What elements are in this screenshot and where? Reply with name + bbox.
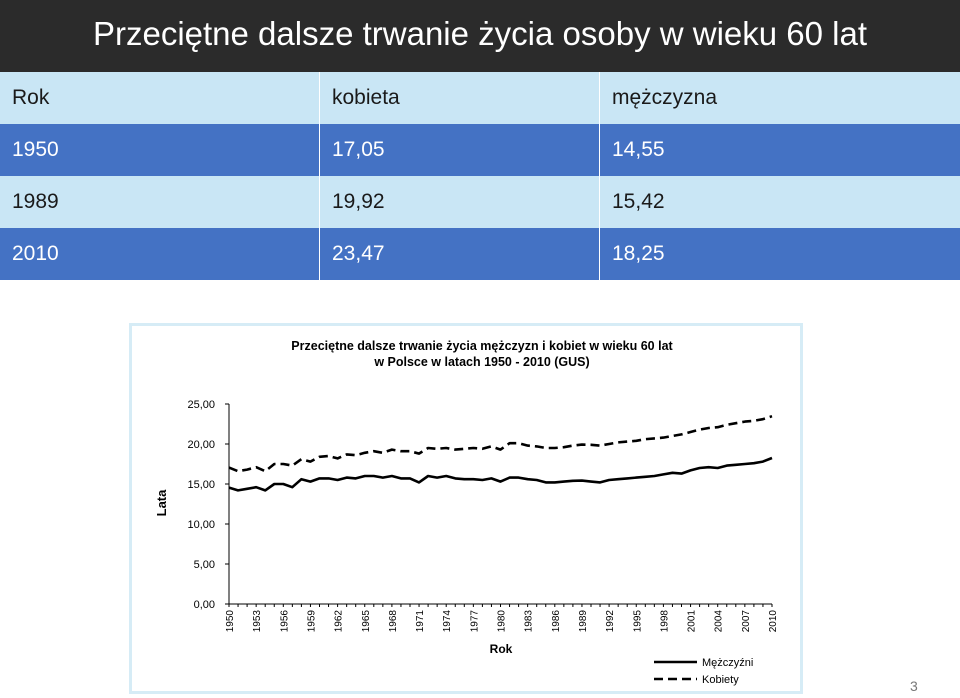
legend-label: Kobiety: [702, 674, 739, 686]
x-tick-label: 1959: [306, 610, 317, 633]
series-lines: [228, 414, 773, 492]
x-tick-label: 1965: [361, 610, 372, 633]
header-cell-women: kobieta: [320, 72, 600, 124]
header-cell-year: Rok: [0, 72, 320, 124]
y-tick-label: 20,00: [187, 439, 215, 451]
table-row: 1950 17,05 14,55: [0, 124, 960, 176]
legend: Mężczyźni Kobiety: [654, 657, 753, 686]
table-row: 1989 19,92 15,42: [0, 176, 960, 228]
x-tick-label: 1992: [605, 610, 616, 633]
table-row: 2010 23,47 18,25: [0, 228, 960, 280]
x-tick-label: 1974: [442, 610, 453, 633]
table-cell: 23,47: [320, 228, 600, 280]
table-cell: 18,25: [600, 228, 960, 280]
x-tick-label: 1953: [252, 610, 263, 633]
x-tick-label: 2007: [741, 610, 752, 633]
series-line-mezczyzni: [228, 456, 773, 492]
x-tick-label: 2001: [687, 610, 698, 633]
x-tick-label: 1983: [524, 610, 535, 633]
table-cell: 1950: [0, 124, 320, 176]
series-line-kobiety: [228, 414, 773, 473]
legend-label: Mężczyźni: [702, 657, 753, 669]
table-header-row: Rok kobieta mężczyzna: [0, 72, 960, 124]
y-tick-label: 10,00: [187, 519, 215, 531]
x-tick-label: 1956: [279, 610, 290, 633]
page-number: 3: [910, 678, 918, 694]
table-cell: 19,92: [320, 176, 600, 228]
x-tick-label: 1950: [225, 610, 236, 633]
y-tick-labels: 0,00 5,00 10,00 15,00 20,00 25,00: [187, 399, 215, 611]
x-tick-label: 2010: [768, 610, 779, 633]
table-cell: 14,55: [600, 124, 960, 176]
x-tick-label: 1986: [551, 610, 562, 633]
title-bar: [0, 0, 960, 72]
life-expectancy-line-chart: Przeciętne dalsze trwanie życia mężczyzn…: [154, 339, 779, 686]
x-tick-label: 1977: [469, 610, 480, 633]
y-tick-label: 25,00: [187, 399, 215, 411]
x-tick-label: 1995: [632, 610, 643, 633]
y-axis-label: Lata: [154, 489, 169, 517]
x-tick-label: 1962: [334, 610, 345, 633]
x-tick-label: 1989: [578, 610, 589, 633]
slide-title: Przeciętne dalsze trwanie życia osoby w …: [92, 15, 868, 52]
x-tick-label: 2004: [714, 610, 725, 633]
y-tick-label: 15,00: [187, 479, 215, 491]
table-cell: 1989: [0, 176, 320, 228]
chart-title-line1: Przeciętne dalsze trwanie życia mężczyzn…: [291, 339, 673, 353]
chart-title-line2: w Polsce w latach 1950 - 2010 (GUS): [373, 355, 589, 369]
x-tick-label: 1968: [388, 610, 399, 633]
table-cell: 2010: [0, 228, 320, 280]
table-cell: 17,05: [320, 124, 600, 176]
y-tick-label: 5,00: [194, 559, 215, 571]
table-cell: 15,42: [600, 176, 960, 228]
x-tick-label: 1971: [415, 610, 426, 633]
axes: [225, 403, 773, 607]
x-tick-labels: 1950 1953 1956 1959 1962 1965 1968 1971 1974 1977…: [225, 610, 779, 633]
chart-area: Przeciętne dalsze trwanie życia mężczyzn…: [132, 326, 800, 691]
header-cell-men: mężczyzna: [600, 72, 960, 124]
x-tick-label: 1980: [497, 610, 508, 633]
chart-frame: Przeciętne dalsze trwanie życia mężczyzn…: [129, 323, 803, 694]
x-tick-label: 1998: [659, 610, 670, 633]
y-tick-label: 0,00: [194, 599, 215, 611]
x-axis-label: Rok: [490, 642, 513, 656]
